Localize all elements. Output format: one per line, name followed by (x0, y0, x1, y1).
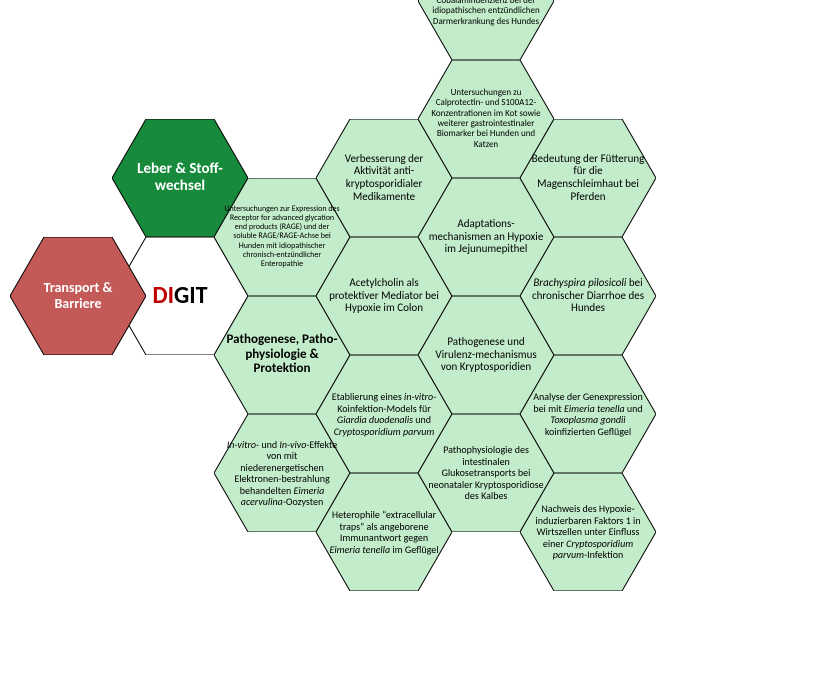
hex-label-calprotectin: Untersuchungen zu Calprotectin- und S100… (418, 82, 554, 156)
hex-label-invitro-invivo: In-vitro- und In-vivo-Effekte von mit ni… (214, 433, 350, 514)
hex-label-genexpression: Analyse der Genexpression bei mit Eimeri… (520, 385, 656, 443)
hex-label-digit: DIGIT (142, 276, 217, 316)
digit-part-di: DI (152, 281, 174, 310)
hex-label-leber: Leber & Stoff-wechsel (112, 155, 248, 202)
hex-label-etablierung: Etablierung eines in-vitro-Koinfektion-M… (316, 385, 452, 443)
hex-label-fuetterung: Bedeutung der Fütterung für die Magensch… (520, 147, 656, 210)
hex-label-pathogenese: Pathogenese, Patho-physiologie & Protekt… (214, 327, 350, 384)
hex-label-rage: Untersuchungen zur Expression des Recept… (214, 199, 350, 275)
hex-label-brachyspira: Brachyspira pilosicoli bei chronischer D… (520, 271, 656, 321)
hex-label-virulenz: Pathogenese und Virulenz-mechanismus von… (418, 330, 554, 380)
hex-transport: Transport & Barriere (10, 237, 146, 355)
hex-label-adaptations: Adaptations-mechanismen an Hypoxie im Je… (418, 212, 554, 262)
hex-label-acetylcholin: Acetylcholin als protektiver Mediator be… (316, 271, 452, 321)
hex-label-cobalamin: Expression des Cobalamin Rezeptors und C… (418, 0, 554, 33)
hex-label-transport: Transport & Barriere (10, 274, 146, 318)
digit-part-git: GIT (174, 281, 208, 310)
hex-label-hypoxie-faktor: Nachweis des Hypoxie-induzierbaren Fakto… (520, 497, 656, 567)
hex-cobalamin: Expression des Cobalamin Rezeptors und C… (418, 0, 554, 60)
hex-label-verbesserung: Verbesserung der Aktivität anti-kryptosp… (316, 147, 452, 210)
hex-label-heterophile: Heterophile “extracellular traps” als an… (316, 503, 452, 561)
